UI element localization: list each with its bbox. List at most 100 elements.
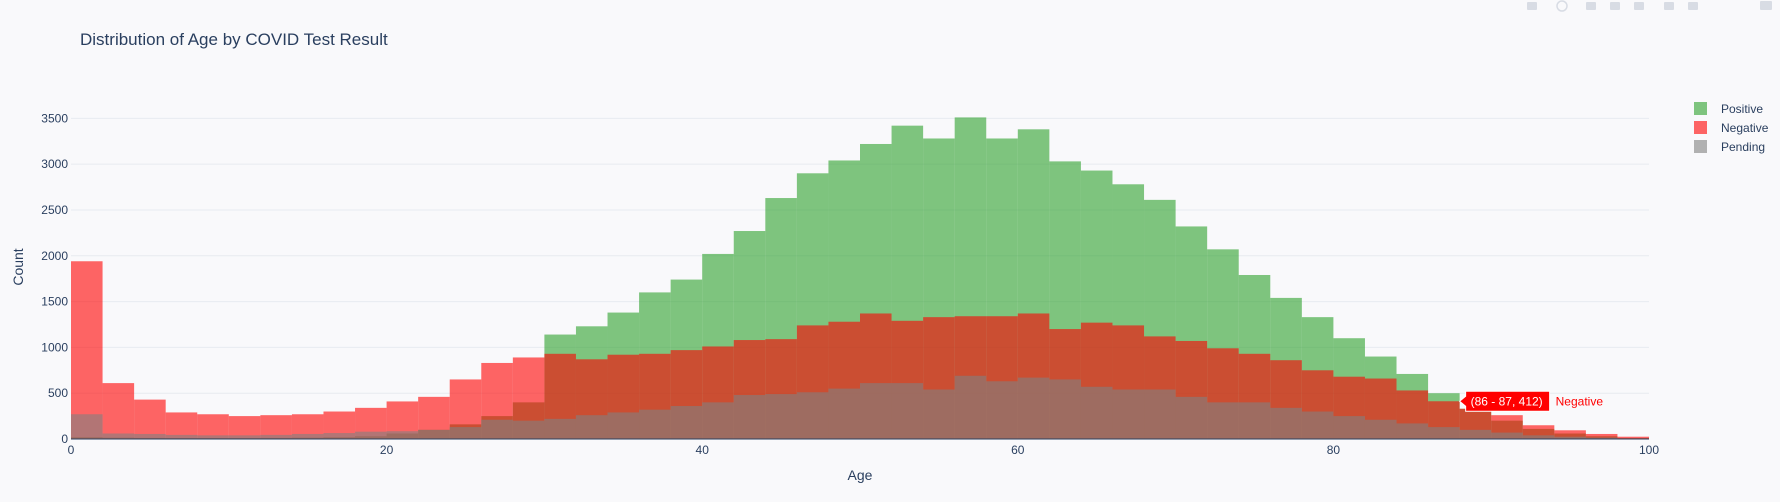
bar-pending[interactable] xyxy=(1428,427,1460,439)
legend-swatch xyxy=(1694,102,1707,115)
y-tick-label: 0 xyxy=(61,432,68,446)
bar-pending[interactable] xyxy=(1270,407,1302,439)
modebar xyxy=(1527,0,1772,12)
legend-label: Pending xyxy=(1721,140,1765,154)
bar-pending[interactable] xyxy=(323,433,356,439)
camera-icon[interactable] xyxy=(1527,2,1537,10)
bar-pending[interactable] xyxy=(71,414,103,439)
zoom-in-icon[interactable] xyxy=(1610,2,1620,10)
bar-pending[interactable] xyxy=(828,388,860,439)
bar-pending[interactable] xyxy=(702,402,734,439)
legend: Positive Negative Pending xyxy=(1694,102,1769,154)
hover-label-box xyxy=(1458,390,1551,412)
x-tick-label: 80 xyxy=(1327,443,1341,457)
bar-pending[interactable] xyxy=(607,412,640,439)
bar-negative[interactable] xyxy=(134,399,166,439)
bar-negative[interactable] xyxy=(1617,436,1649,439)
bar-pending[interactable] xyxy=(923,389,955,439)
bar-pending[interactable] xyxy=(481,419,513,439)
legend-item-positive[interactable]: Positive xyxy=(1694,102,1763,116)
legend-swatch xyxy=(1694,140,1707,153)
bar-negative[interactable] xyxy=(71,261,103,439)
bar-pending[interactable] xyxy=(1522,435,1555,439)
bar-pending[interactable] xyxy=(796,392,829,439)
bar-pending[interactable] xyxy=(1333,416,1365,439)
x-axis-title: Age xyxy=(848,467,873,483)
bar-pending[interactable] xyxy=(1144,389,1176,439)
x-tick-label: 0 xyxy=(68,443,75,457)
bar-pending[interactable] xyxy=(1207,402,1239,439)
bar-pending[interactable] xyxy=(1112,389,1145,439)
zoom-icon[interactable] xyxy=(1556,0,1568,12)
bar-pending[interactable] xyxy=(386,431,419,439)
legend-item-negative[interactable]: Negative xyxy=(1694,121,1769,135)
bar-pending[interactable] xyxy=(544,418,576,439)
bar-pending[interactable] xyxy=(1585,437,1618,439)
legend-item-pending[interactable]: Pending xyxy=(1694,140,1765,154)
bar-pending[interactable] xyxy=(860,383,892,439)
bar-negative[interactable] xyxy=(228,416,261,439)
legend-label: Positive xyxy=(1721,102,1763,116)
bar-pending[interactable] xyxy=(954,375,987,439)
bar-pending[interactable] xyxy=(102,433,135,439)
zoom-out-icon[interactable] xyxy=(1634,2,1644,10)
bar-pending[interactable] xyxy=(134,433,166,439)
bar-pending[interactable] xyxy=(1554,436,1586,439)
y-tick-label: 1500 xyxy=(41,295,68,309)
bar-pending[interactable] xyxy=(639,409,671,439)
bar-negative[interactable] xyxy=(165,412,198,439)
y-tick-label: 1000 xyxy=(41,340,68,354)
y-tick-label: 3500 xyxy=(41,111,68,125)
bar-pending[interactable] xyxy=(418,429,450,439)
y-tick-labels: 0 500 1000 1500 2000 2500 3000 3500 xyxy=(41,111,68,446)
bar-pending[interactable] xyxy=(512,420,545,439)
bar-pending[interactable] xyxy=(1175,396,1208,439)
bar-pending[interactable] xyxy=(733,395,766,439)
plotly-logo-icon[interactable] xyxy=(1760,1,1772,10)
pan-icon[interactable] xyxy=(1586,2,1596,10)
bar-pending[interactable] xyxy=(449,427,482,439)
bar-pending[interactable] xyxy=(1017,377,1050,439)
autoscale-icon[interactable] xyxy=(1664,2,1674,10)
bar-pending[interactable] xyxy=(228,435,261,439)
x-tick-label: 60 xyxy=(1011,443,1025,457)
y-tick-label: 500 xyxy=(48,386,68,400)
bar-pending[interactable] xyxy=(165,434,198,439)
bar-negative[interactable] xyxy=(260,415,292,439)
y-tick-label: 3000 xyxy=(41,157,68,171)
bar-pending[interactable] xyxy=(1238,402,1271,439)
bar-pending[interactable] xyxy=(260,434,292,439)
legend-label: Negative xyxy=(1721,121,1769,135)
legend-swatch xyxy=(1694,121,1707,134)
bar-pending[interactable] xyxy=(1301,411,1334,439)
hover-label: (86 - 87, 412) Negative xyxy=(1458,390,1604,412)
bar-negative[interactable] xyxy=(102,383,135,439)
bar-pending[interactable] xyxy=(891,383,924,439)
bar-pending[interactable] xyxy=(1396,423,1429,439)
bar-pending[interactable] xyxy=(1049,379,1081,439)
y-tick-label: 2000 xyxy=(41,249,68,263)
bar-pending[interactable] xyxy=(197,435,229,439)
chart-title: Distribution of Age by COVID Test Result xyxy=(80,30,388,49)
reset-axes-icon[interactable] xyxy=(1688,2,1698,10)
bar-pending[interactable] xyxy=(1491,432,1523,439)
bar-negative[interactable] xyxy=(197,414,229,439)
bar-pending[interactable] xyxy=(575,415,608,439)
bar-pending[interactable] xyxy=(291,433,324,439)
y-tick-label: 2500 xyxy=(41,203,68,217)
bar-negative[interactable] xyxy=(1554,430,1586,439)
bar-pending[interactable] xyxy=(1080,386,1113,439)
bar-negative[interactable] xyxy=(1585,433,1618,439)
bar-pending[interactable] xyxy=(1364,419,1397,439)
bar-pending[interactable] xyxy=(670,406,703,439)
bar-pending[interactable] xyxy=(1459,429,1492,439)
bar-pending[interactable] xyxy=(986,381,1018,439)
x-tick-label: 40 xyxy=(696,443,710,457)
bar-pending[interactable] xyxy=(765,394,797,439)
bars-layer xyxy=(71,117,1649,440)
hover-label-series: Negative xyxy=(1556,394,1604,408)
bar-pending[interactable] xyxy=(355,431,387,439)
x-tick-label: 100 xyxy=(1639,443,1659,457)
y-axis-title: Count xyxy=(10,248,26,285)
